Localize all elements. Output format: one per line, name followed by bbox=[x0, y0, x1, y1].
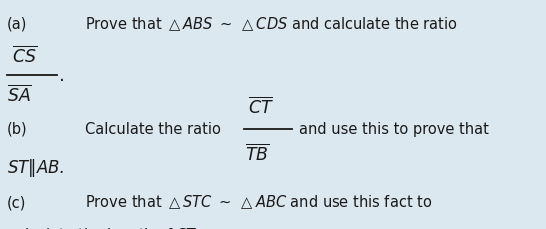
Text: Prove that $\triangle$$ABS$ $\sim$ $\triangle$$CDS$ and calculate the ratio: Prove that $\triangle$$ABS$ $\sim$ $\tri… bbox=[85, 15, 458, 33]
Text: Calculate the ratio: Calculate the ratio bbox=[85, 122, 221, 137]
Text: (a): (a) bbox=[7, 16, 27, 32]
Text: $\overline{CS}$: $\overline{CS}$ bbox=[12, 46, 37, 67]
Text: (c): (c) bbox=[7, 195, 26, 210]
Text: .: . bbox=[59, 66, 65, 85]
Text: $ST$$\|$$AB$.: $ST$$\|$$AB$. bbox=[7, 157, 64, 179]
Text: (b): (b) bbox=[7, 122, 27, 137]
Text: $\overline{SA}$: $\overline{SA}$ bbox=[7, 85, 32, 106]
Text: calculate the length of $ST$.: calculate the length of $ST$. bbox=[7, 226, 199, 229]
Text: $\overline{CT}$: $\overline{CT}$ bbox=[248, 96, 274, 117]
Text: $\overline{TB}$: $\overline{TB}$ bbox=[245, 143, 269, 164]
Text: and use this to prove that: and use this to prove that bbox=[299, 122, 489, 137]
Text: Prove that $\triangle$$STC$ $\sim$ $\triangle$$ABC$ and use this fact to: Prove that $\triangle$$STC$ $\sim$ $\tri… bbox=[85, 194, 432, 212]
